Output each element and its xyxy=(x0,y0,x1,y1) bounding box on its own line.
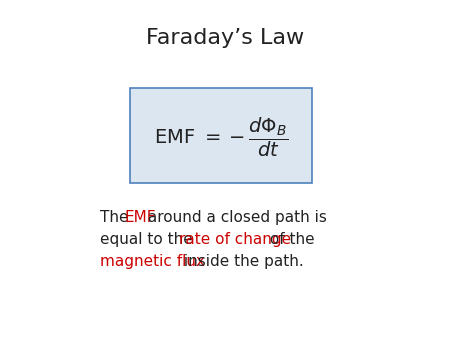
Text: rate of change: rate of change xyxy=(179,232,292,247)
Text: EMF $= -\dfrac{d\Phi_B}{dt}$: EMF $= -\dfrac{d\Phi_B}{dt}$ xyxy=(154,115,288,159)
Text: Faraday’s Law: Faraday’s Law xyxy=(146,28,304,48)
Text: of the: of the xyxy=(265,232,314,247)
Text: inside the path.: inside the path. xyxy=(179,254,304,269)
FancyBboxPatch shape xyxy=(130,88,312,183)
Text: The: The xyxy=(100,210,133,225)
Text: around a closed path is: around a closed path is xyxy=(143,210,327,225)
Text: magnetic flux: magnetic flux xyxy=(100,254,205,269)
Text: equal to the: equal to the xyxy=(100,232,198,247)
Text: EMF: EMF xyxy=(124,210,156,225)
